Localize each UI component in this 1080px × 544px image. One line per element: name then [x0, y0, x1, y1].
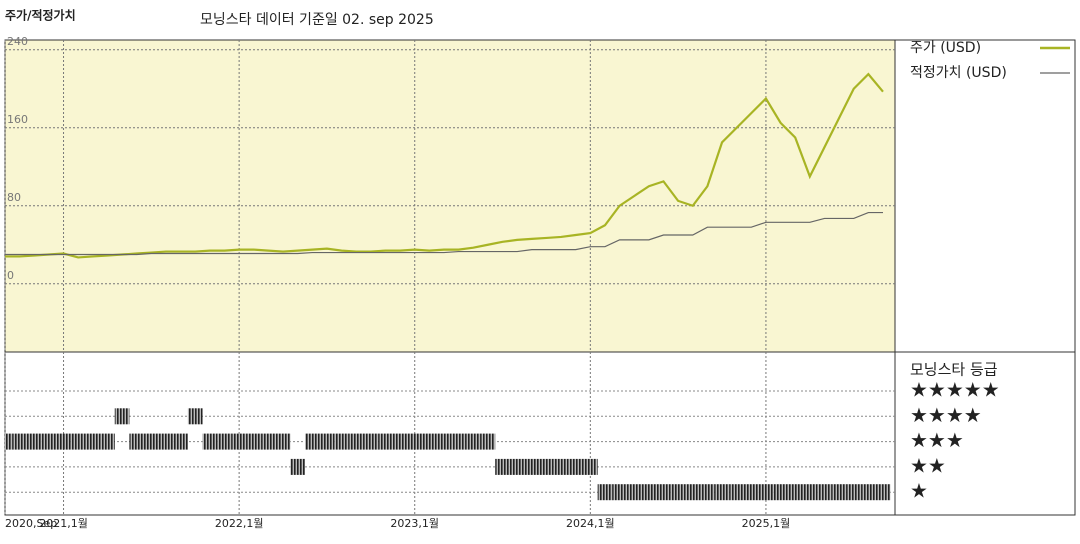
x-tick-label: 2025,1월 — [742, 517, 791, 530]
x-tick-label: 2023,1월 — [390, 517, 439, 530]
rating-bar — [743, 484, 759, 501]
rating-bar — [392, 433, 408, 450]
rating-bar — [861, 484, 876, 501]
rating-bar — [612, 484, 627, 501]
rating-bar — [773, 484, 788, 501]
rating-label: ★ — [910, 479, 928, 503]
rating-bar — [158, 433, 174, 450]
rating-bar — [802, 484, 818, 501]
rating-bar — [846, 484, 862, 501]
rating-bar — [187, 408, 203, 425]
series-line — [5, 211, 883, 256]
rating-bar — [670, 484, 686, 501]
rating-bar — [758, 484, 774, 501]
legend-label: 적정가치 (USD) — [910, 65, 1007, 81]
rating-bar — [100, 433, 115, 450]
rating-bar — [70, 433, 86, 450]
rating-bar — [787, 484, 803, 501]
y-tick-label: 160 — [7, 113, 28, 126]
rating-bar — [407, 433, 423, 450]
x-tick-label: 2024,1월 — [566, 517, 615, 530]
rating-bar — [729, 484, 744, 501]
rating-bar — [685, 484, 701, 501]
rating-bar — [12, 433, 27, 450]
rating-bar — [509, 458, 525, 475]
rating-bar — [217, 433, 232, 450]
rating-bar — [495, 458, 510, 475]
rating-bar — [202, 433, 218, 450]
rating-bar — [290, 458, 305, 475]
rating-bar — [568, 458, 584, 475]
rating-bar — [85, 433, 101, 450]
rating-bar — [246, 433, 262, 450]
rating-bar — [451, 433, 466, 450]
plot-area — [5, 40, 895, 352]
rating-bar — [831, 484, 847, 501]
x-tick-label: 2020,Sep — [5, 517, 57, 530]
rating-bar — [597, 484, 613, 501]
rating-bar — [422, 433, 437, 450]
rating-label: ★★ — [910, 453, 946, 477]
rating-bar — [714, 484, 730, 501]
rating-bar — [363, 433, 379, 450]
rating-bar — [56, 433, 71, 450]
y-tick-label: 0 — [7, 269, 14, 282]
rating-bar — [261, 433, 276, 450]
rating-bar — [583, 458, 598, 475]
rating-label: ★★★ — [910, 428, 964, 452]
rating-bar — [524, 458, 540, 475]
rating-bar — [656, 484, 671, 501]
rating-title: 모닝스타 등급 — [910, 361, 998, 379]
y-tick-label: 240 — [7, 35, 28, 48]
rating-bar — [348, 433, 364, 450]
rating-label: ★★★★ — [910, 403, 982, 427]
x-tick-label: 2021,1월 — [39, 517, 88, 530]
rating-label: ★★★★★ — [910, 378, 1000, 402]
rating-bar — [319, 433, 335, 450]
series-line — [5, 72, 884, 259]
rating-bar — [700, 484, 715, 501]
y-tick-label: 80 — [7, 191, 21, 204]
rating-bar — [641, 484, 657, 501]
rating-bar — [41, 433, 57, 450]
rating-bar — [304, 433, 320, 450]
rating-bar — [436, 433, 452, 450]
rating-bar — [5, 433, 13, 450]
rating-bar — [480, 433, 496, 450]
rating-bar — [875, 484, 891, 501]
chart-title: 주가/적정가치 — [5, 8, 76, 23]
rating-bar — [334, 433, 349, 450]
rating-bar — [626, 484, 642, 501]
rating-bar — [231, 433, 247, 450]
rating-bar — [539, 458, 554, 475]
rating-bar — [114, 408, 130, 425]
x-tick-label: 2022,1월 — [215, 517, 264, 530]
rating-bar — [275, 433, 291, 450]
rating-bar — [144, 433, 159, 450]
rating-bar — [465, 433, 481, 450]
rating-bar — [173, 433, 188, 450]
rating-bar — [378, 433, 393, 450]
legend-label: 주가 (USD) — [910, 40, 981, 56]
rating-bar — [129, 433, 145, 450]
chart-subtitle: 모닝스타 데이터 기준일 02. sep 2025 — [200, 12, 434, 28]
rating-bar — [553, 458, 569, 475]
rating-bar — [26, 433, 42, 450]
rating-bar — [817, 484, 832, 501]
